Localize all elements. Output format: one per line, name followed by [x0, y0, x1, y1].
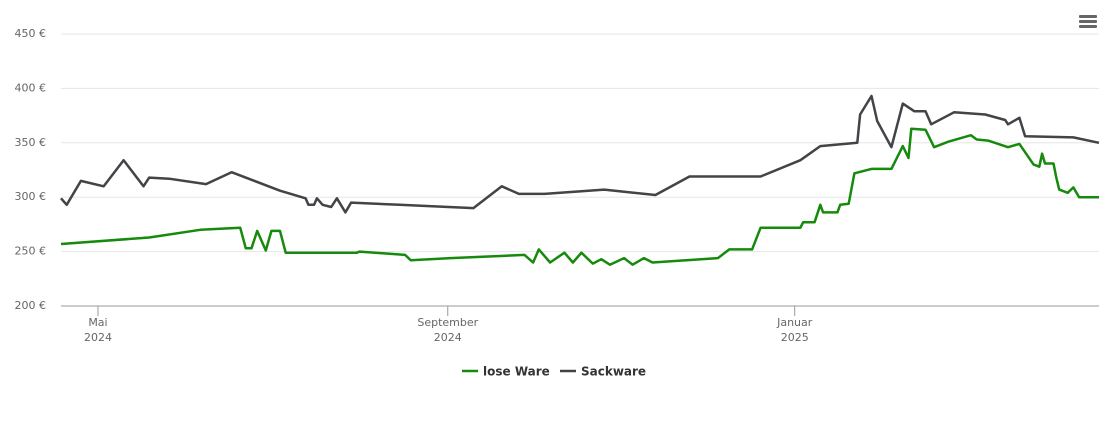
y-tick-label: 400 €	[15, 81, 47, 94]
menu-bar	[1079, 25, 1097, 28]
y-tick-label: 200 €	[15, 299, 47, 312]
legend-item[interactable]: lose Ware	[462, 365, 550, 379]
menu-button[interactable]	[1079, 15, 1097, 28]
x-tick-label: Januar 2025	[777, 316, 813, 344]
menu-bar	[1079, 15, 1097, 18]
x-tick-label: September 2024	[417, 316, 479, 344]
series-line	[60, 127, 1099, 266]
x-tick-label: Mai 2024	[83, 316, 112, 344]
legend-label: lose Ware	[483, 365, 550, 379]
legend-item[interactable]: Sackware	[560, 365, 646, 379]
y-tick-label: 450 €	[15, 27, 47, 40]
y-tick-label: 300 €	[15, 190, 47, 203]
series-line	[60, 94, 1100, 214]
legend-label: Sackware	[581, 365, 646, 379]
y-tick-label: 350 €	[15, 136, 47, 149]
y-tick-label: 250 €	[15, 245, 47, 258]
menu-bar	[1079, 20, 1097, 23]
